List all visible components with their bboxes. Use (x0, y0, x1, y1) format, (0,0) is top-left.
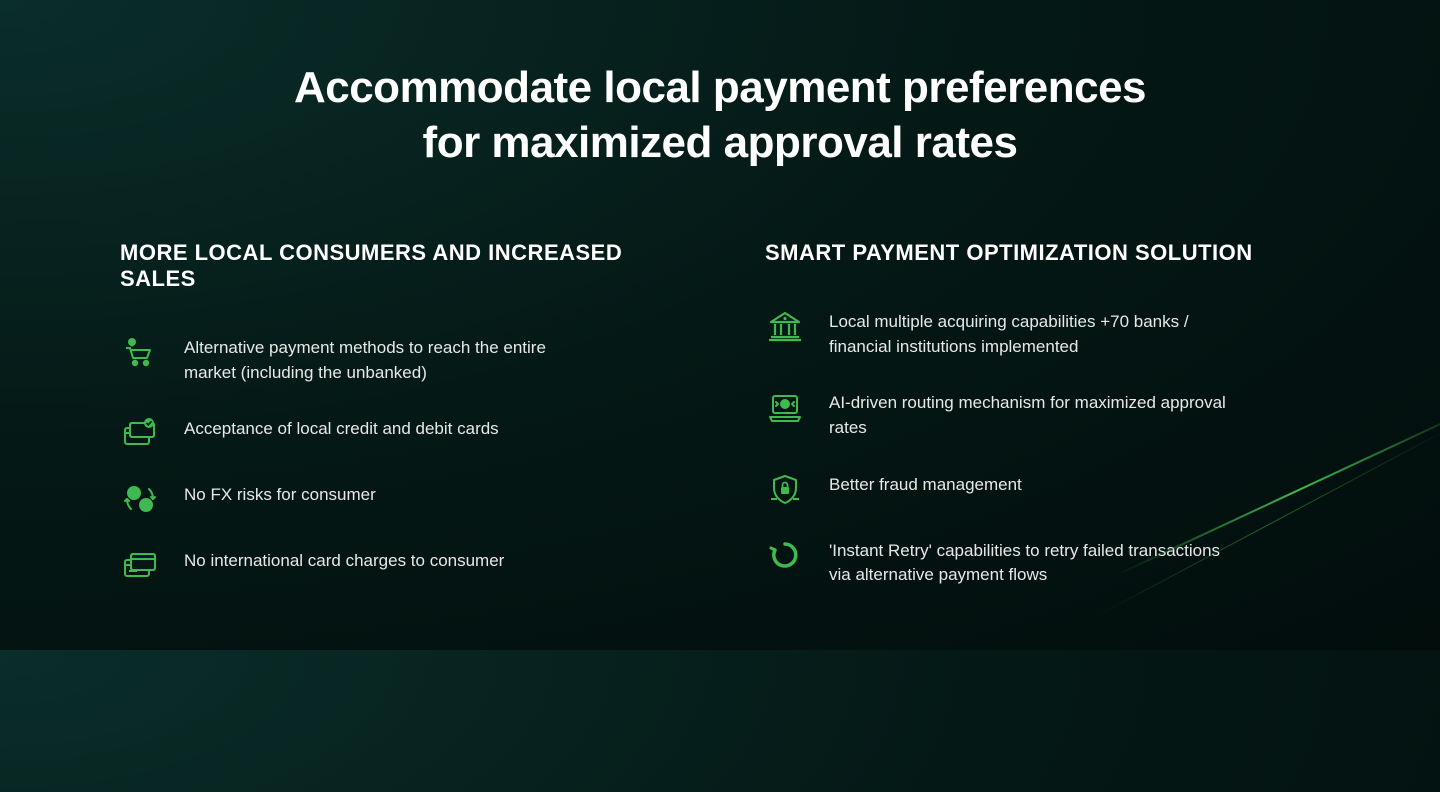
feature-item: $ € No FX risks for consumer (120, 481, 675, 517)
page-title: Accommodate local payment preferences fo… (120, 60, 1320, 170)
bank-icon (765, 308, 805, 344)
feature-item: $ Alternative payment methods to reach t… (120, 334, 675, 385)
card-check-icon (120, 415, 160, 451)
feature-text: 'Instant Retry' capabilities to retry fa… (829, 537, 1229, 588)
feature-text: No FX risks for consumer (184, 481, 376, 508)
feature-text: Local multiple acquiring capabilities +7… (829, 308, 1229, 359)
feature-item: Acceptance of local credit and debit car… (120, 415, 675, 451)
laptop-dollar-icon: $ (765, 389, 805, 425)
feature-item: $ AI-driven routing mechanism for maximi… (765, 389, 1320, 440)
feature-item: 'Instant Retry' capabilities to retry fa… (765, 537, 1320, 588)
feature-text: No international card charges to consume… (184, 547, 504, 574)
svg-text:$: $ (783, 402, 787, 409)
svg-text:€: € (143, 501, 148, 511)
feature-text: Acceptance of local credit and debit car… (184, 415, 499, 442)
cart-dollar-icon: $ (120, 334, 160, 370)
right-column: SMART PAYMENT OPTIMIZATION SOLUTION (765, 240, 1320, 588)
feature-item: Local multiple acquiring capabilities +7… (765, 308, 1320, 359)
feature-item: Better fraud management (765, 471, 1320, 507)
feature-text: Alternative payment methods to reach the… (184, 334, 584, 385)
columns-wrapper: MORE LOCAL CONSUMERS AND INCREASED SALES… (120, 240, 1320, 588)
cards-icon (120, 547, 160, 583)
left-column-heading: MORE LOCAL CONSUMERS AND INCREASED SALES (120, 240, 675, 292)
right-column-heading: SMART PAYMENT OPTIMIZATION SOLUTION (765, 240, 1320, 266)
page-container: Accommodate local payment preferences fo… (0, 0, 1440, 588)
title-line-1: Accommodate local payment preferences (294, 63, 1146, 112)
left-column: MORE LOCAL CONSUMERS AND INCREASED SALES… (120, 240, 675, 588)
svg-text:$: $ (131, 489, 136, 499)
shield-lock-icon (765, 471, 805, 507)
left-feature-list: $ Alternative payment methods to reach t… (120, 334, 675, 583)
right-feature-list: Local multiple acquiring capabilities +7… (765, 308, 1320, 588)
feature-item: No international card charges to consume… (120, 547, 675, 583)
currency-exchange-icon: $ € (120, 481, 160, 517)
feature-text: Better fraud management (829, 471, 1022, 498)
feature-text: AI-driven routing mechanism for maximize… (829, 389, 1229, 440)
retry-icon (765, 537, 805, 573)
title-line-2: for maximized approval rates (423, 118, 1018, 167)
